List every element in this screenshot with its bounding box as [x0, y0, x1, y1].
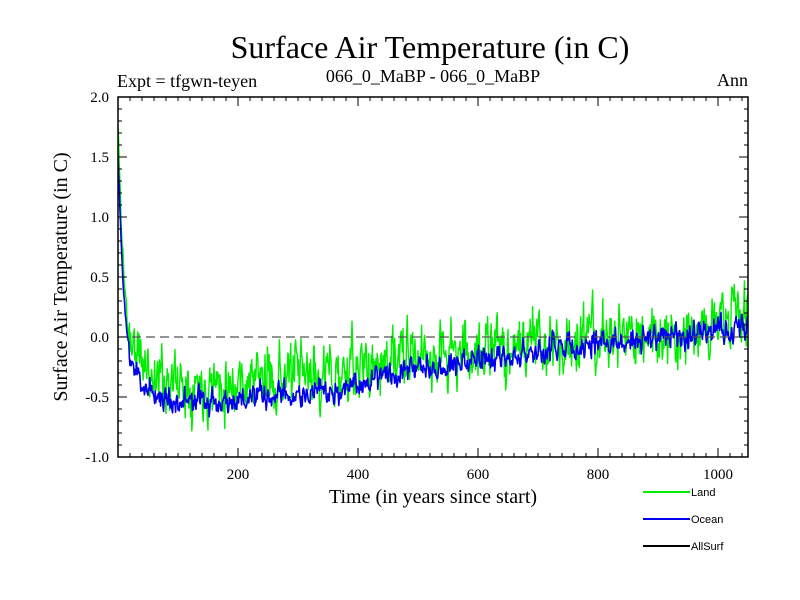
y-tick-label: 1.5: [90, 150, 109, 166]
y-tick-label: 2.0: [90, 90, 109, 106]
series-line-land: [118, 125, 748, 432]
series-group: [118, 125, 748, 432]
y-tick-label: 0.0: [90, 330, 109, 346]
y-tick-label: -0.5: [85, 390, 109, 406]
y-tick-label: 0.5: [90, 270, 109, 286]
y-axis-label: Surface Air Temperature (in C): [50, 152, 72, 401]
experiment-label: Expt = tfgwn-teyen: [117, 71, 257, 91]
legend-label-ocean: Ocean: [691, 514, 723, 526]
legend-label-allsurf: AllSurf: [691, 541, 724, 553]
x-tick-label: 600: [467, 467, 490, 483]
subtitle-season: Ann: [717, 70, 748, 90]
x-axis-label: Time (in years since start): [329, 486, 537, 508]
series-line-ocean: [118, 153, 748, 418]
x-tick-label: 1000: [703, 467, 733, 483]
y-tick-label: -1.0: [85, 450, 109, 466]
x-tick-label: 200: [227, 467, 250, 483]
subtitle-center: 066_0_MaBP - 066_0_MaBP: [326, 66, 540, 86]
plot-area: 200 400 600 800 1000 -1.0 -0.5 0.0 0.5 1.0 1.5 2.0: [85, 90, 749, 483]
chart-title: Surface Air Temperature (in C): [231, 29, 630, 65]
x-tick-label: 800: [587, 467, 610, 483]
y-tick-label: 1.0: [90, 210, 109, 226]
x-tick-label: 400: [347, 467, 370, 483]
legend-label-land: Land: [691, 487, 715, 499]
legend: Land Ocean AllSurf: [643, 487, 724, 553]
